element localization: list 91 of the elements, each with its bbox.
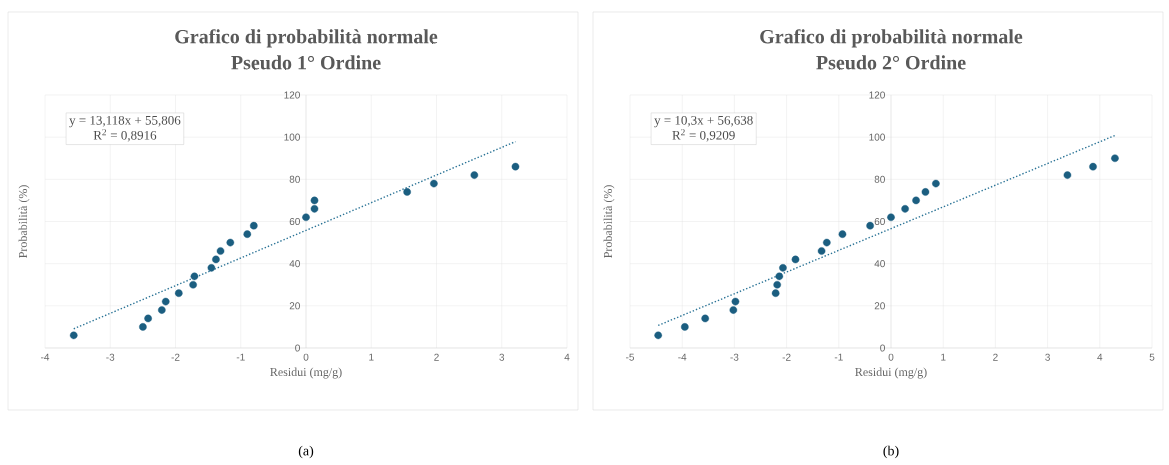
point: [731, 297, 740, 306]
point: [190, 272, 199, 281]
y-tick-label: 80: [289, 175, 300, 183]
annotation: y = 13,118x + 55,806: [69, 115, 181, 128]
y-tick-label: 40: [874, 260, 885, 268]
point: [430, 179, 438, 188]
x-tick-label: 2: [993, 353, 998, 361]
point: [174, 289, 183, 297]
y-tick-label: 60: [874, 217, 885, 226]
x-tick-label: -4: [678, 353, 687, 361]
point: [161, 297, 170, 306]
y-axis-title: Probabilità (%): [603, 185, 615, 258]
point: [729, 306, 738, 314]
point: [901, 205, 909, 213]
x-tick-label: -1: [834, 353, 843, 361]
y-tick-label: 0: [880, 344, 885, 352]
text: (b): [883, 445, 899, 459]
point: [1063, 171, 1072, 179]
text: (a): [298, 445, 314, 459]
x-tick-label: 3: [499, 353, 505, 361]
x-tick-label: -3: [730, 353, 739, 361]
point: [470, 171, 479, 179]
point: [243, 230, 252, 238]
point: [207, 264, 216, 272]
point: [701, 314, 709, 323]
x-tick-label: 1: [369, 353, 374, 361]
point: [189, 280, 197, 289]
x-tick-label: 5: [1149, 353, 1155, 361]
x-tick-label: -1: [236, 353, 245, 361]
point: [310, 196, 319, 205]
point: [511, 162, 520, 171]
chart-title: Grafico di probabilità normale: [760, 29, 1023, 48]
x-tick-label: 2: [434, 353, 439, 361]
point: [654, 331, 662, 340]
point: [779, 264, 787, 272]
x-axis-title: Residui (mg/g): [855, 367, 927, 379]
y-tick-label: 120: [284, 91, 300, 99]
x-tick-label: -4: [41, 353, 50, 361]
y-tick-label: 100: [869, 133, 885, 141]
x-tick-label: 0: [303, 353, 309, 361]
x-axis-title: Residui (mg/g): [270, 367, 342, 379]
point: [817, 247, 826, 255]
point: [226, 238, 235, 247]
point: [791, 255, 800, 264]
annotation: R$^{2}$ = 0,8916: [93, 129, 157, 142]
x-tick-label: -3: [106, 353, 115, 361]
point: [212, 255, 220, 264]
point: [250, 221, 258, 230]
x-tick-label: -2: [782, 353, 791, 361]
point: [310, 205, 319, 213]
point: [144, 314, 152, 323]
y-tick-label: 100: [284, 133, 300, 141]
point: [823, 238, 831, 247]
point: [403, 188, 411, 196]
y-tick-label: 0: [295, 344, 300, 352]
point: [69, 331, 78, 340]
y-tick-label: 120: [869, 91, 885, 99]
x-tick-label: -5: [626, 353, 635, 361]
point: [139, 323, 147, 331]
point: [775, 272, 784, 281]
point: [771, 289, 780, 297]
chart-title: Grafico di probabilità normale: [175, 29, 438, 48]
chart-subtitle: Pseudo 2° Ordine: [816, 55, 966, 70]
y-axis-title: Probabilità (%): [18, 185, 30, 258]
point: [681, 323, 689, 331]
annotation: y = 10,3x + 56,638: [654, 115, 753, 128]
point: [773, 280, 782, 289]
point: [866, 221, 874, 230]
y-tick-label: 20: [289, 302, 300, 310]
x-tick-label: 1: [941, 353, 946, 361]
point: [838, 230, 847, 238]
point: [912, 196, 920, 205]
annotation: R$^{2}$ = 0,9209: [672, 129, 735, 142]
x-tick-label: -2: [171, 353, 180, 361]
point: [302, 213, 310, 222]
point: [1089, 162, 1097, 171]
point: [932, 179, 940, 188]
chart-subtitle: Pseudo 1° Ordine: [231, 55, 381, 70]
y-tick-label: 60: [289, 217, 300, 226]
x-tick-label: 0: [888, 353, 894, 361]
x-tick-label: 4: [1097, 353, 1103, 361]
y-tick-label: 80: [874, 175, 885, 183]
point: [921, 188, 930, 196]
point: [216, 247, 225, 255]
y-tick-label: 40: [289, 260, 300, 268]
point: [158, 306, 166, 314]
x-tick-label: 3: [1045, 353, 1050, 361]
point: [887, 213, 895, 222]
point: [1111, 154, 1119, 163]
x-tick-label: 4: [564, 353, 570, 361]
y-tick-label: 20: [874, 302, 885, 310]
